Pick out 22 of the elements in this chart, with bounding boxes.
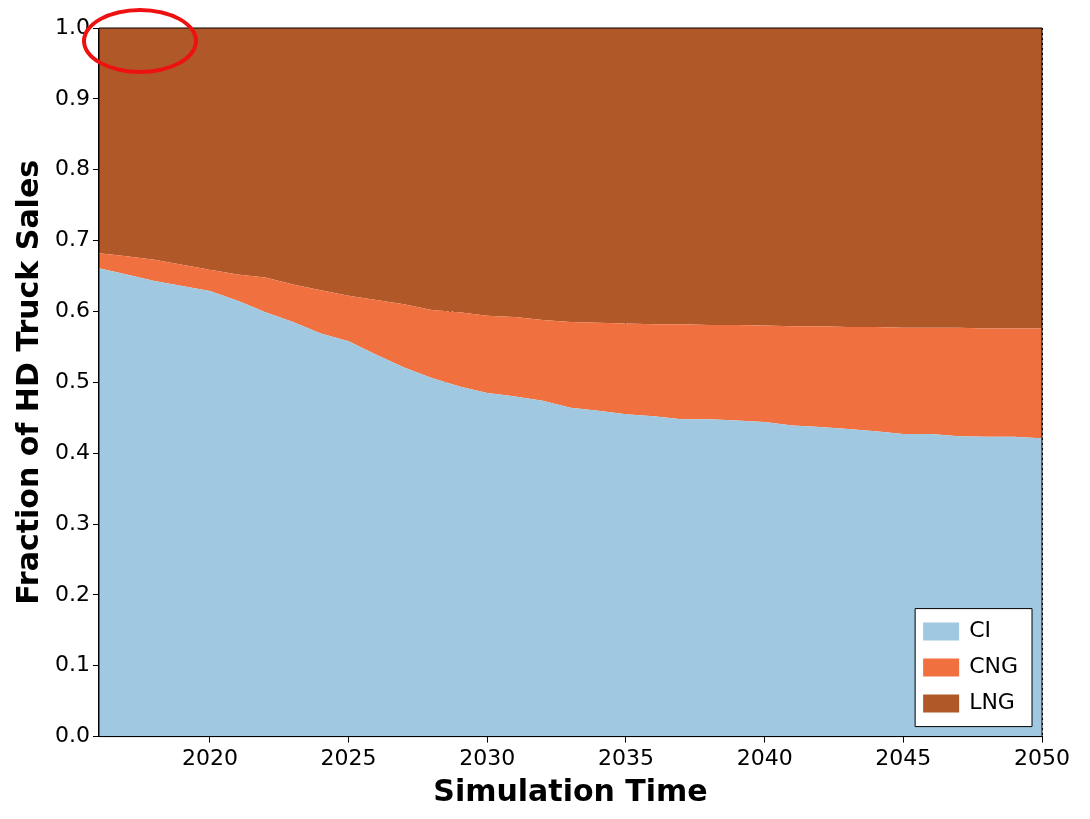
y-tick-label: 0.7 — [54, 226, 90, 252]
y-tick-label: 0.1 — [54, 651, 90, 677]
x-tick-label: 2035 — [597, 744, 654, 770]
x-tick-label: 2040 — [736, 744, 793, 770]
y-tick-label: 0.4 — [54, 438, 90, 464]
x-tick-label: 2025 — [320, 744, 377, 770]
y-tick-label: 0.6 — [54, 297, 90, 323]
x-tick-label: 2030 — [459, 744, 516, 770]
y-tick-label: 0.5 — [54, 368, 90, 394]
legend-label: CI — [969, 617, 991, 643]
y-tick-label: 0.9 — [54, 84, 90, 110]
y-axis-title: Fraction of HD Truck Sales — [9, 159, 45, 605]
legend-label: CNG — [969, 653, 1019, 679]
y-tick-label: 0.3 — [54, 509, 90, 535]
x-tick-label: 2045 — [875, 744, 932, 770]
x-tick-label: 2050 — [1014, 744, 1070, 770]
y-tick-label: 0.2 — [54, 580, 90, 606]
x-axis-title: Simulation Time — [433, 772, 708, 808]
legend-label: LNG — [969, 689, 1015, 715]
y-tick-label: 0.8 — [54, 155, 90, 181]
x-tick-label: 2020 — [181, 744, 238, 770]
y-tick-label: 0.0 — [54, 722, 90, 748]
